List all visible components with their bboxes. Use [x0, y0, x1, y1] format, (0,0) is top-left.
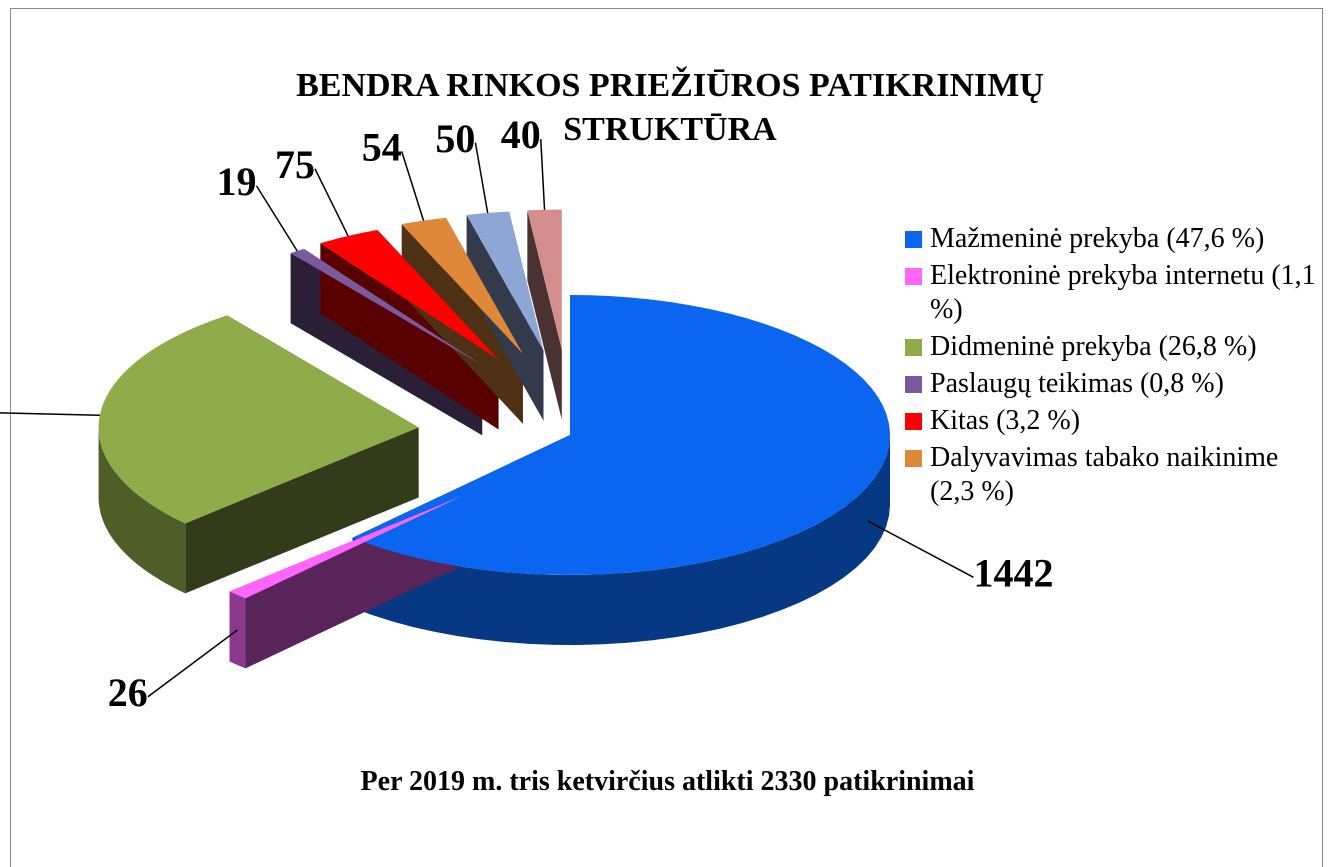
leader-line: [0, 412, 100, 417]
leader-line: [474, 142, 489, 214]
slice: [466, 211, 544, 351]
value-label: 1442: [973, 550, 1053, 595]
legend-swatch: [905, 450, 922, 467]
slice-wall: [466, 214, 544, 421]
slice: [527, 209, 562, 350]
legend-swatch: [905, 339, 922, 356]
slice: [98, 315, 419, 524]
slice-wall: [185, 427, 419, 594]
legend-entry: Kitas (3,2 %): [905, 404, 1320, 438]
legend-entry: Elektroninė prekyba internetu (1,1 %): [905, 259, 1320, 327]
legend-entry: Mažmeninė prekyba (47,6 %): [905, 222, 1320, 256]
legend-label: Mažmeninė prekyba (47,6 %): [930, 223, 1265, 254]
slice-side: [352, 435, 890, 645]
leader-line: [314, 168, 349, 237]
value-label: 50: [435, 116, 475, 161]
slice: [401, 217, 523, 354]
slice-side: [98, 427, 186, 594]
leader-line: [540, 139, 546, 210]
legend-entry: Dalyvavimas tabako naikinime (2,3 %): [905, 441, 1320, 509]
value-label: 26: [108, 670, 148, 715]
legend-label: Dalyvavimas tabako naikinime (2,3 %): [930, 442, 1279, 507]
slice-wall: [527, 210, 562, 420]
slice-tops: [98, 209, 890, 599]
legend-label: Elektroninė prekyba internetu (1,1 %): [930, 260, 1316, 325]
slice-side: [229, 591, 246, 669]
legend-entry: Paslaugų teikimas (0,8 %): [905, 367, 1320, 401]
leader-line: [867, 520, 974, 578]
value-label: 54: [362, 125, 402, 170]
legend-swatch: [905, 413, 922, 430]
slice: [352, 295, 890, 575]
value-label: 40: [501, 112, 541, 157]
slice: [290, 248, 483, 366]
chart-title: BENDRA RINKOS PRIEŽIŪROS PATIKRINIMŲ STR…: [296, 67, 1044, 148]
legend-label: Didmeninė prekyba (26,8 %): [930, 331, 1257, 362]
leader-line: [147, 629, 238, 698]
chart-caption: Per 2019 m. tris ketvirčius atlikti 2330…: [360, 766, 975, 797]
chart-frame: [10, 8, 1323, 867]
legend-swatch: [905, 376, 922, 393]
value-label: 19: [217, 159, 257, 204]
legend-label: Kitas (3,2 %): [930, 405, 1081, 436]
legend-swatch: [905, 231, 922, 248]
legend-swatch: [905, 268, 922, 285]
legend-entry: Didmeninė prekyba (26,8 %): [905, 330, 1320, 364]
legend: Mažmeninė prekyba (47,6 %) Elektroninė pr…: [905, 222, 1320, 512]
slice: [229, 495, 463, 599]
legend-label: Paslaugų teikimas (0,8 %): [930, 368, 1224, 399]
leader-line: [400, 151, 425, 221]
value-label: 75: [275, 142, 315, 187]
slice: [320, 229, 499, 360]
value-labels: 1442266241975545040: [0, 112, 1053, 715]
leader-line: [255, 185, 298, 252]
